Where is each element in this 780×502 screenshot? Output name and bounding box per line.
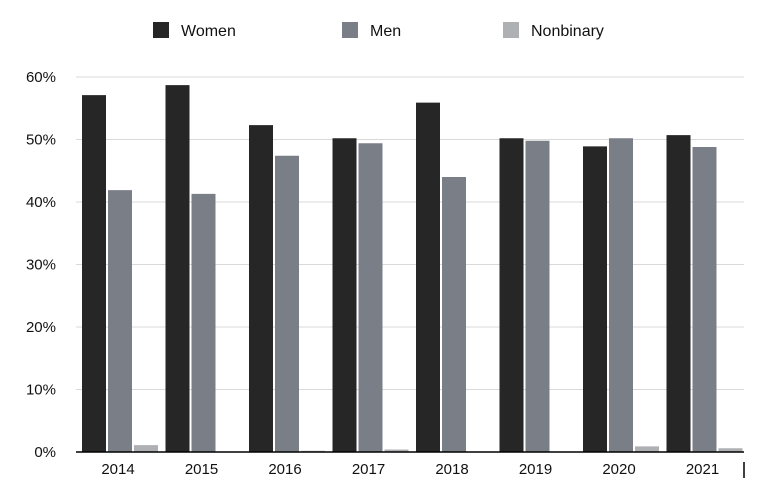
bar-women-2015 xyxy=(165,85,190,452)
x-tick-label: 2020 xyxy=(602,461,635,478)
x-axis-ticks: 2014 2015 2016 2017 2018 2019 2020 2021 xyxy=(101,461,745,478)
bar-men-2015 xyxy=(191,193,216,452)
legend-label-men: Men xyxy=(370,23,401,40)
y-tick-label: 0% xyxy=(34,444,56,461)
x-tick-label: 2019 xyxy=(519,461,552,478)
legend-label-women: Women xyxy=(181,23,236,40)
y-tick-label: 40% xyxy=(26,194,56,211)
bar-nonbinary-2021 xyxy=(718,448,743,452)
bar-women-2014 xyxy=(82,95,106,452)
bar-men-2020 xyxy=(609,138,633,452)
x-tick-label: 2014 xyxy=(101,461,134,478)
legend-swatch-nonbinary xyxy=(503,22,519,38)
x-tick-label: 2017 xyxy=(352,461,385,478)
y-tick-label: 20% xyxy=(26,319,56,336)
bar-nonbinary-2014 xyxy=(134,445,158,452)
bar-men-2021 xyxy=(692,147,717,452)
legend-swatch-men xyxy=(342,22,358,38)
legend-swatch-women xyxy=(153,22,169,38)
bar-men-2018 xyxy=(442,177,466,452)
y-tick-label: 50% xyxy=(26,132,56,149)
x-tick-label: 2015 xyxy=(185,461,218,478)
bar-women-2018 xyxy=(416,102,440,452)
legend-label-nonbinary: Nonbinary xyxy=(531,23,604,40)
bar-women-2021 xyxy=(666,135,691,452)
y-tick-label: 60% xyxy=(26,69,56,86)
bar-nonbinary-2017 xyxy=(384,449,409,452)
x-tick-label: 2016 xyxy=(268,461,301,478)
bar-men-2019 xyxy=(525,140,550,452)
bars xyxy=(82,85,743,452)
bar-women-2019 xyxy=(499,138,524,452)
y-tick-label: 30% xyxy=(26,257,56,274)
y-tick-label: 10% xyxy=(26,382,56,399)
bar-women-2017 xyxy=(332,138,357,452)
bar-men-2017 xyxy=(358,143,383,452)
legend: Women Men Nonbinary xyxy=(153,22,604,40)
y-axis-ticks: 0% 10% 20% 30% 40% 50% 60% xyxy=(26,69,56,461)
x-tick-label: 2018 xyxy=(435,461,468,478)
bar-nonbinary-2020 xyxy=(635,446,659,452)
bar-men-2016 xyxy=(275,155,299,452)
x-tick-label: 2021 xyxy=(686,461,719,478)
bar-women-2020 xyxy=(583,146,607,452)
bar-men-2014 xyxy=(108,190,132,452)
bar-women-2016 xyxy=(249,125,273,452)
